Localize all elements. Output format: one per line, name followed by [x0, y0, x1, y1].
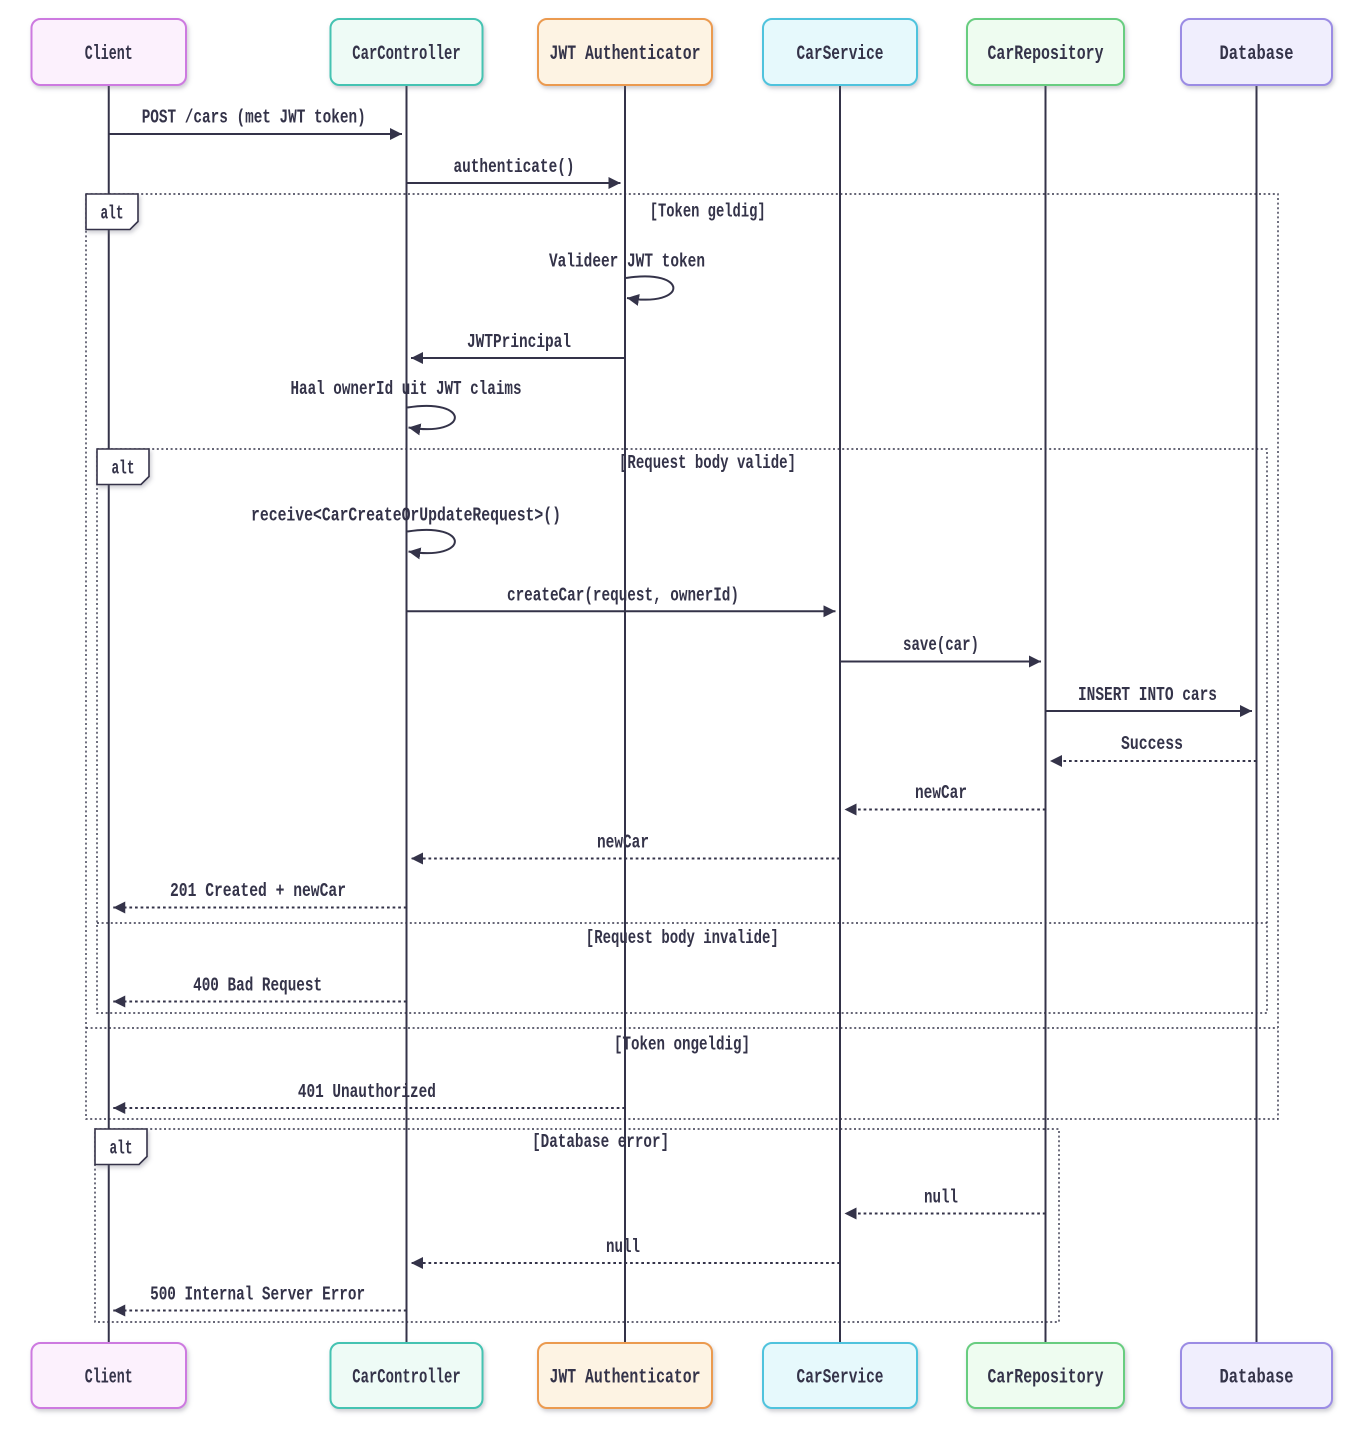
svg-text:Client: Client [85, 43, 133, 66]
svg-text:createCar(request, ownerId): createCar(request, ownerId) [507, 585, 739, 607]
svg-text:newCar: newCar [597, 832, 649, 854]
svg-text:401 Unauthorized: 401 Unauthorized [298, 1081, 436, 1103]
svg-text:null: null [606, 1236, 640, 1258]
svg-text:CarController: CarController [352, 1366, 461, 1389]
svg-text:alt: alt [110, 1138, 133, 1160]
svg-text:alt: alt [101, 203, 124, 225]
svg-text:INSERT INTO cars: INSERT INTO cars [1078, 684, 1217, 706]
svg-text:Database: Database [1220, 43, 1294, 66]
svg-text:receive<CarCreateOrUpdateReque: receive<CarCreateOrUpdateRequest>() [251, 505, 561, 527]
svg-text:201 Created + newCar: 201 Created + newCar [170, 880, 346, 902]
svg-text:newCar: newCar [915, 782, 967, 804]
svg-text:CarService: CarService [797, 43, 884, 66]
svg-text:Valideer JWT token: Valideer JWT token [549, 251, 705, 273]
svg-text:CarRepository: CarRepository [988, 1366, 1104, 1389]
svg-text:authenticate(): authenticate() [454, 156, 575, 178]
svg-text:500 Internal Server Error: 500 Internal Server Error [150, 1284, 365, 1306]
svg-text:CarService: CarService [797, 1366, 884, 1389]
svg-text:Client: Client [85, 1366, 133, 1389]
svg-text:POST /cars (met JWT token): POST /cars (met JWT token) [142, 107, 366, 129]
svg-text:null: null [924, 1187, 958, 1209]
svg-text:[Request body invalide]: [Request body invalide] [586, 927, 779, 949]
svg-text:alt: alt [112, 458, 135, 480]
svg-text:JWT Authenticator: JWT Authenticator [550, 43, 701, 66]
svg-text:save(car): save(car) [903, 634, 979, 656]
svg-text:JWT Authenticator: JWT Authenticator [550, 1366, 701, 1389]
svg-text:CarRepository: CarRepository [988, 43, 1104, 66]
svg-text:[Request body valide]: [Request body valide] [619, 452, 796, 474]
svg-text:400 Bad Request: 400 Bad Request [193, 975, 322, 997]
svg-text:JWTPrincipal: JWTPrincipal [467, 331, 571, 353]
svg-text:Success: Success [1121, 733, 1183, 755]
svg-text:[Database error]: [Database error] [532, 1131, 669, 1153]
svg-text:[Token geldig]: [Token geldig] [650, 201, 766, 223]
svg-text:CarController: CarController [352, 43, 461, 66]
svg-text:Database: Database [1220, 1366, 1294, 1389]
svg-text:Haal ownerId uit JWT claims: Haal ownerId uit JWT claims [291, 378, 522, 400]
svg-text:[Token ongeldig]: [Token ongeldig] [614, 1034, 750, 1056]
